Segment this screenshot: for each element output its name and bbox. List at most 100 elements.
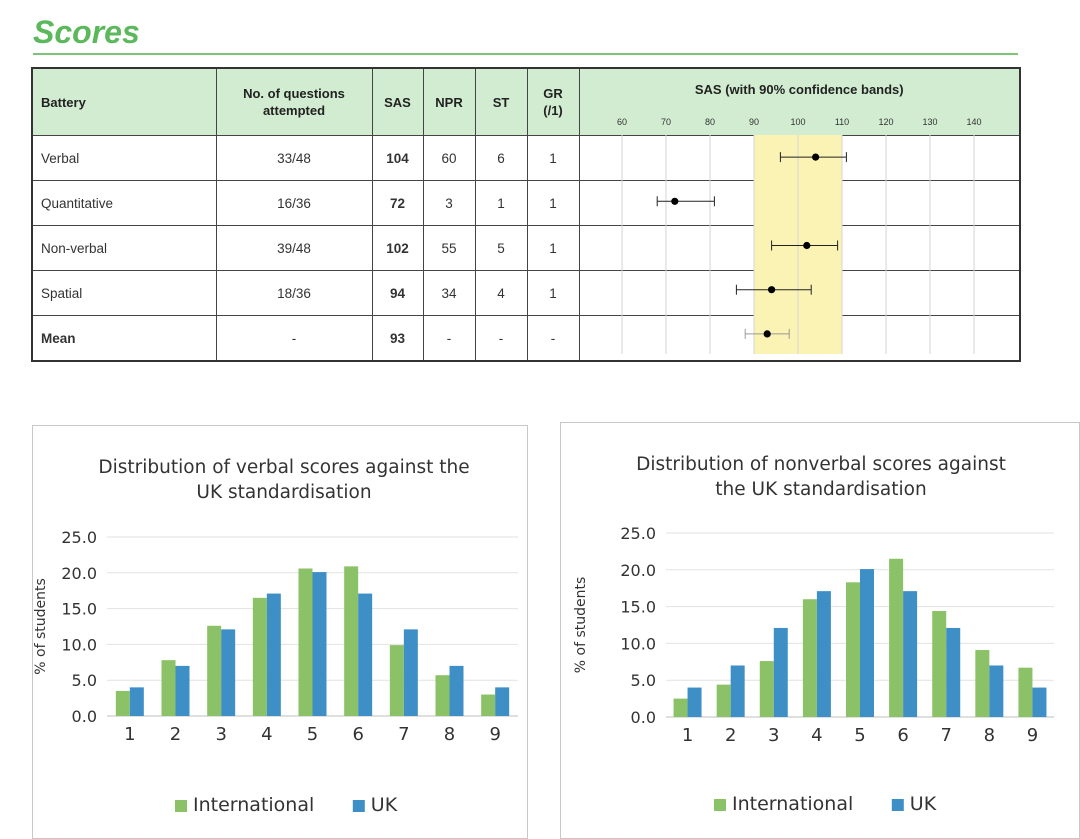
heading-divider bbox=[33, 53, 1018, 55]
cell-st: 5 bbox=[474, 225, 528, 271]
cell-sas: 93 bbox=[371, 315, 424, 362]
cell-gr: 1 bbox=[526, 180, 580, 226]
x-tick-label: 9 bbox=[1027, 725, 1038, 746]
bar-uk bbox=[816, 591, 831, 717]
x-tick-label: 3 bbox=[768, 725, 779, 746]
cell-battery: Mean bbox=[31, 315, 217, 362]
bar-international bbox=[802, 599, 817, 717]
chart-title-line: UK standardisation bbox=[196, 482, 371, 503]
x-tick-label: 2 bbox=[170, 724, 181, 745]
y-tick-label: 5.0 bbox=[72, 671, 97, 690]
chart-title-line: the UK standardisation bbox=[715, 479, 926, 500]
y-tick-label: 10.0 bbox=[61, 635, 97, 654]
cell-questions: 33/48 bbox=[215, 135, 373, 181]
cell-plot bbox=[578, 135, 1021, 181]
y-tick-label: 20.0 bbox=[620, 561, 656, 580]
y-tick-label: 0.0 bbox=[631, 708, 656, 727]
bar-uk bbox=[730, 665, 745, 717]
header-sas: SAS bbox=[371, 67, 424, 136]
cell-questions: - bbox=[215, 315, 373, 362]
cell-battery: Spatial bbox=[31, 270, 217, 316]
bar-international bbox=[1018, 667, 1033, 717]
bar-international bbox=[344, 566, 359, 716]
bar-uk bbox=[687, 687, 702, 717]
header-npr: NPR bbox=[422, 67, 476, 136]
x-tick-label: 5 bbox=[854, 725, 865, 746]
bar-uk bbox=[129, 687, 144, 716]
x-tick-label: 6 bbox=[897, 725, 908, 746]
bar-uk bbox=[1032, 687, 1047, 717]
cell-sas: 104 bbox=[371, 135, 424, 181]
cell-plot bbox=[578, 315, 1021, 362]
cell-gr: 1 bbox=[526, 225, 580, 271]
y-tick-label: 15.0 bbox=[61, 600, 97, 619]
bar-international bbox=[759, 661, 774, 717]
cell-plot bbox=[578, 180, 1021, 226]
cell-st: 1 bbox=[474, 180, 528, 226]
bar-international bbox=[975, 650, 990, 717]
bar-international bbox=[161, 660, 176, 716]
bar-uk bbox=[403, 629, 418, 716]
cell-sas: 72 bbox=[371, 180, 424, 226]
bar-uk bbox=[221, 629, 236, 716]
bar-international bbox=[115, 690, 130, 716]
bar-uk bbox=[358, 593, 373, 716]
y-tick-label: 20.0 bbox=[61, 564, 97, 583]
page-heading: Scores bbox=[33, 14, 140, 50]
bar-uk bbox=[449, 665, 464, 716]
legend-label-uk: UK bbox=[371, 794, 398, 816]
legend-swatch-uk bbox=[891, 799, 904, 811]
bar-uk bbox=[312, 572, 327, 716]
chart-title-line: Distribution of verbal scores against th… bbox=[98, 457, 469, 478]
y-tick-label: 0.0 bbox=[72, 707, 97, 726]
legend-label-uk: UK bbox=[910, 793, 937, 815]
cell-battery: Non-verbal bbox=[31, 225, 217, 271]
y-tick-label: 25.0 bbox=[620, 524, 656, 543]
x-tick-label: 3 bbox=[215, 724, 226, 745]
bar-international bbox=[889, 558, 904, 717]
cell-st: 6 bbox=[474, 135, 528, 181]
cell-battery: Verbal bbox=[31, 135, 217, 181]
bar-uk bbox=[773, 627, 788, 717]
cell-questions: 39/48 bbox=[215, 225, 373, 271]
table-row: Verbal 33/48 104 60 6 1 bbox=[31, 135, 1021, 181]
header-gr-line2: (/1) bbox=[543, 103, 563, 118]
cell-st: - bbox=[474, 315, 528, 362]
bar-uk bbox=[495, 687, 510, 716]
x-tick-label: 9 bbox=[489, 724, 500, 745]
table-row: Spatial 18/36 94 34 4 1 bbox=[31, 270, 1021, 316]
y-tick-label: 5.0 bbox=[631, 671, 656, 690]
cell-battery: Quantitative bbox=[31, 180, 217, 226]
header-st: ST bbox=[474, 67, 528, 136]
header-gr-line1: GR bbox=[543, 86, 563, 101]
cell-questions: 18/36 bbox=[215, 270, 373, 316]
cell-npr: 60 bbox=[422, 135, 476, 181]
verbal-chart-svg: Distribution of verbal scores against th… bbox=[33, 457, 518, 816]
x-tick-label: 6 bbox=[352, 724, 363, 745]
x-tick-label: 5 bbox=[307, 724, 318, 745]
bar-uk bbox=[946, 627, 961, 717]
bar-international bbox=[389, 645, 404, 716]
cell-gr: - bbox=[526, 315, 580, 362]
bar-international bbox=[481, 694, 496, 716]
x-tick-label: 1 bbox=[682, 725, 693, 746]
bar-international bbox=[207, 625, 222, 716]
legend-label-international: International bbox=[193, 794, 314, 816]
y-tick-label: 25.0 bbox=[61, 528, 97, 547]
y-tick-label: 10.0 bbox=[620, 634, 656, 653]
cell-plot bbox=[578, 225, 1021, 271]
table-row: Quantitative 16/36 72 3 1 1 bbox=[31, 180, 1021, 226]
x-tick-label: 8 bbox=[444, 724, 455, 745]
header-questions-line1: No. of questions bbox=[243, 86, 345, 101]
bar-uk bbox=[989, 665, 1004, 717]
y-tick-label: 15.0 bbox=[620, 598, 656, 617]
header-battery: Battery bbox=[31, 67, 217, 136]
header-sas-plot: SAS (with 90% confidence bands) bbox=[578, 67, 1021, 136]
legend-swatch-uk bbox=[352, 800, 365, 812]
legend-swatch-international bbox=[714, 799, 726, 811]
cell-npr: 3 bbox=[422, 180, 476, 226]
cell-st: 4 bbox=[474, 270, 528, 316]
sas-plot-title: SAS (with 90% confidence bands) bbox=[694, 82, 904, 97]
cell-sas: 102 bbox=[371, 225, 424, 271]
bar-international bbox=[932, 611, 947, 717]
